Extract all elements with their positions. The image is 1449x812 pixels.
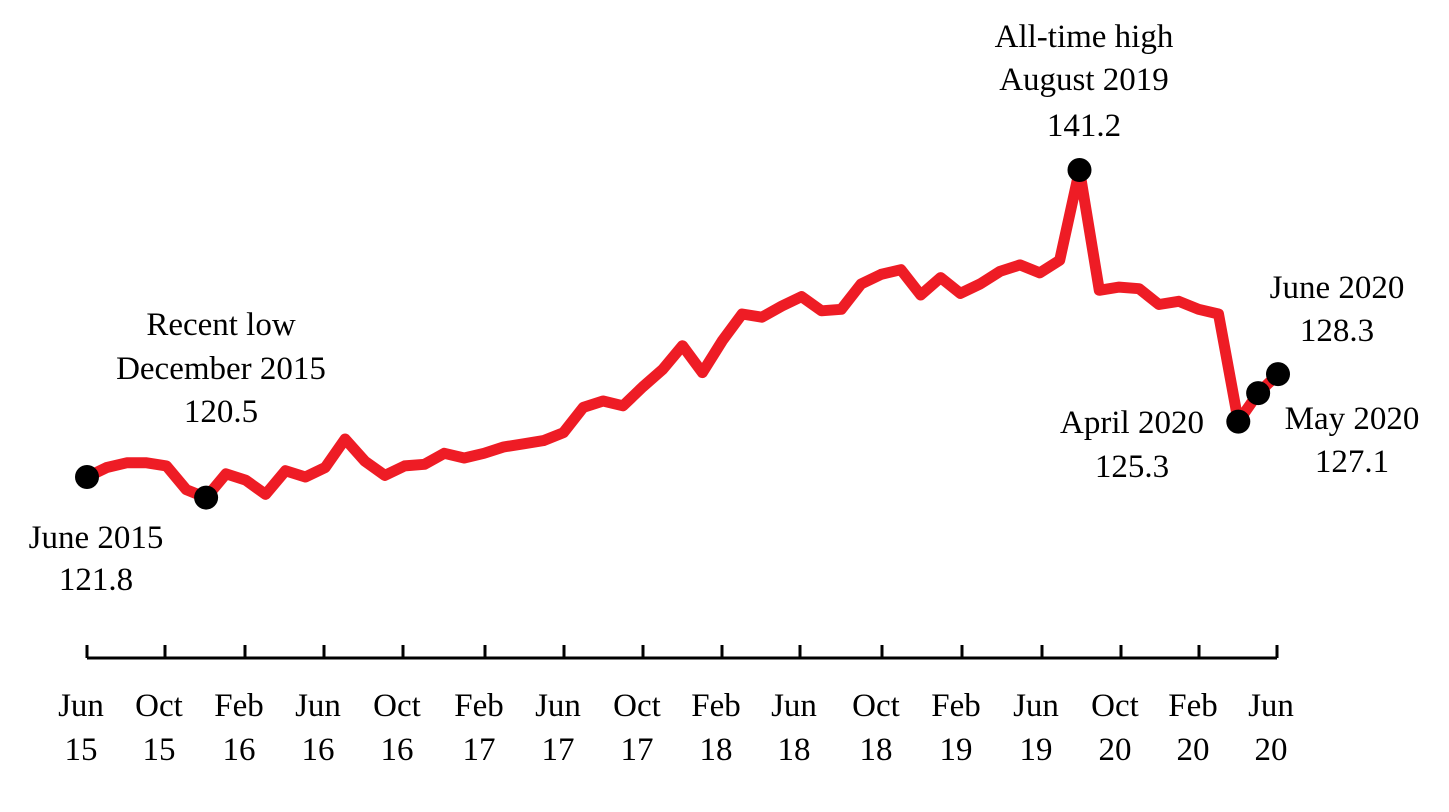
annotation-april-2020-line-2: 125.3 — [1095, 449, 1169, 485]
x-tick-label-month: Feb — [931, 688, 981, 724]
x-tick-label-month: Jun — [771, 688, 817, 724]
annotations: June 2015 121.8 Recent low December 2015 120… — [29, 19, 1420, 598]
annotation-recent-low-line-3: 120.5 — [184, 394, 258, 430]
x-tick-label-year: 19 — [1020, 732, 1053, 768]
annotation-all-time-high-line-3: 141.2 — [1047, 108, 1121, 144]
x-tick-label-year: 17 — [542, 732, 575, 768]
x-tick-label-year: 16 — [381, 732, 414, 768]
x-tick-label-year: 16 — [223, 732, 256, 768]
x-tick-label-year: 19 — [940, 732, 973, 768]
annotation-may-2020-line-1: May 2020 — [1285, 401, 1420, 437]
x-tick-label-month: Feb — [1168, 688, 1218, 724]
x-tick-label-year: 20 — [1255, 732, 1288, 768]
x-tick-label-year: 17 — [621, 732, 654, 768]
x-tick-label-month: Oct — [1091, 688, 1139, 724]
annotation-june-2020-line-2: 128.3 — [1300, 313, 1374, 349]
x-tick-label-month: Jun — [1248, 688, 1294, 724]
x-tick-label-month: Oct — [852, 688, 900, 724]
annotation-april-2020-line-1: April 2020 — [1060, 405, 1204, 441]
x-tick-label-year: 17 — [463, 732, 496, 768]
highlight-points — [75, 158, 1290, 510]
data-point-2020-05 — [1246, 381, 1271, 406]
x-tick-label-year: 20 — [1177, 732, 1210, 768]
data-point-2020-04 — [1226, 409, 1251, 434]
x-tick-label-month: Jun — [58, 688, 104, 724]
annotation-recent-low-line-1: Recent low — [146, 307, 296, 343]
x-tick-label-month: Oct — [613, 688, 661, 724]
annotation-all-time-high-line-1: All-time high — [995, 19, 1174, 55]
annotation-june-2020-line-1: June 2020 — [1270, 270, 1405, 306]
x-tick-label-month: Jun — [535, 688, 581, 724]
x-tick-label-year: 18 — [860, 732, 893, 768]
annotation-all-time-high-line-2: August 2019 — [999, 62, 1169, 98]
x-tick-label-month: Feb — [691, 688, 741, 724]
x-tick-label-year: 18 — [700, 732, 733, 768]
x-tick-label-month: Feb — [454, 688, 504, 724]
x-tick-label-year: 15 — [143, 732, 176, 768]
x-tick-label-month: Jun — [295, 688, 341, 724]
data-point-2015-12 — [194, 485, 219, 510]
annotation-june-2015-line-2: 121.8 — [59, 562, 133, 598]
data-point-2020-06 — [1266, 362, 1290, 387]
x-tick-label-year: 15 — [65, 732, 98, 768]
data-point-2019-08 — [1067, 158, 1092, 182]
annotation-recent-low-line-2: December 2015 — [116, 351, 326, 387]
x-tick-label-year: 20 — [1099, 732, 1132, 768]
x-tick-label-year: 18 — [778, 732, 811, 768]
annotation-june-2015-line-1: June 2015 — [29, 520, 164, 556]
x-tick-label-month: Jun — [1013, 688, 1059, 724]
data-point-2015-06 — [75, 465, 99, 489]
x-tick-label-month: Oct — [135, 688, 183, 724]
x-tick-label-year: 16 — [302, 732, 335, 768]
x-tick-label-month: Feb — [214, 688, 264, 724]
annotation-may-2020-line-2: 127.1 — [1315, 444, 1389, 480]
x-axis: Jun 15 Oct 15 Feb 16 Jun 16 Oct 16 Feb 17 Jun 17 Oct 17… — [58, 645, 1294, 768]
x-tick-label-month: Oct — [373, 688, 421, 724]
